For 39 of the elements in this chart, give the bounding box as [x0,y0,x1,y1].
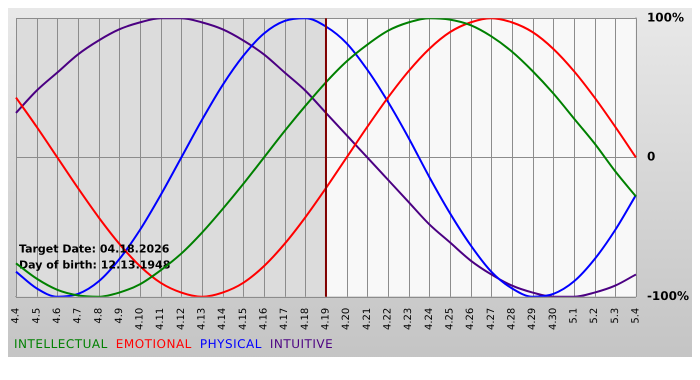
text: EMOTIONAL [116,337,192,351]
text: INTUITIVE [270,337,334,351]
x-tick-label: 4.19 [320,308,332,330]
y-tick-label: 100% [646,10,684,24]
x-tick-label: 4.17 [279,308,290,330]
x-tick-label: 4.23 [403,308,414,330]
x-tick-label: 4.13 [196,308,208,330]
x-tick-label: 5.1 [568,308,580,324]
text: INTELLECTUAL [14,337,108,351]
x-tick-label: 4.22 [382,308,394,330]
x-tick-label: 4.29 [527,308,538,330]
x-tick-label: 4.10 [134,308,146,330]
x-tick-label: 5.2 [589,308,600,324]
x-tick-label: 4.11 [155,308,166,330]
x-tick-label: 4.30 [548,308,559,330]
x-tick-label: 4.20 [341,308,352,330]
text: PHYSICAL [200,337,262,351]
line-series [15,18,637,297]
x-tick-label: 4.18 [300,308,311,330]
x-tick-label: 4.14 [217,308,228,330]
x-tick-label: 4.27 [486,308,497,330]
x-tick-label: 4.8 [93,308,104,324]
x-tick-label: 4.21 [362,308,373,330]
x-tick-label: 4.16 [258,308,270,330]
x-tick-label: 4.24 [424,308,435,330]
x-tick-label: 4.7 [72,308,84,324]
x-tick-label: 4.5 [31,308,42,324]
x-tick-label: 4.28 [506,308,518,330]
x-tick-label: 4.9 [114,308,125,324]
y-tick-label: 0 [646,150,656,164]
x-tick-label: 5.4 [630,308,642,324]
x-tick-label: 4.12 [176,308,187,330]
x-tick-label: 4.6 [52,308,63,324]
x-tick-label: 4.25 [444,308,456,330]
x-tick-label: 5.3 [610,308,621,324]
x-tick-label: 4.26 [465,308,476,330]
y-tick-label: -100% [646,288,690,303]
x-tick-label: 4.4 [10,308,22,324]
x-tick-label: 4.15 [238,308,249,330]
